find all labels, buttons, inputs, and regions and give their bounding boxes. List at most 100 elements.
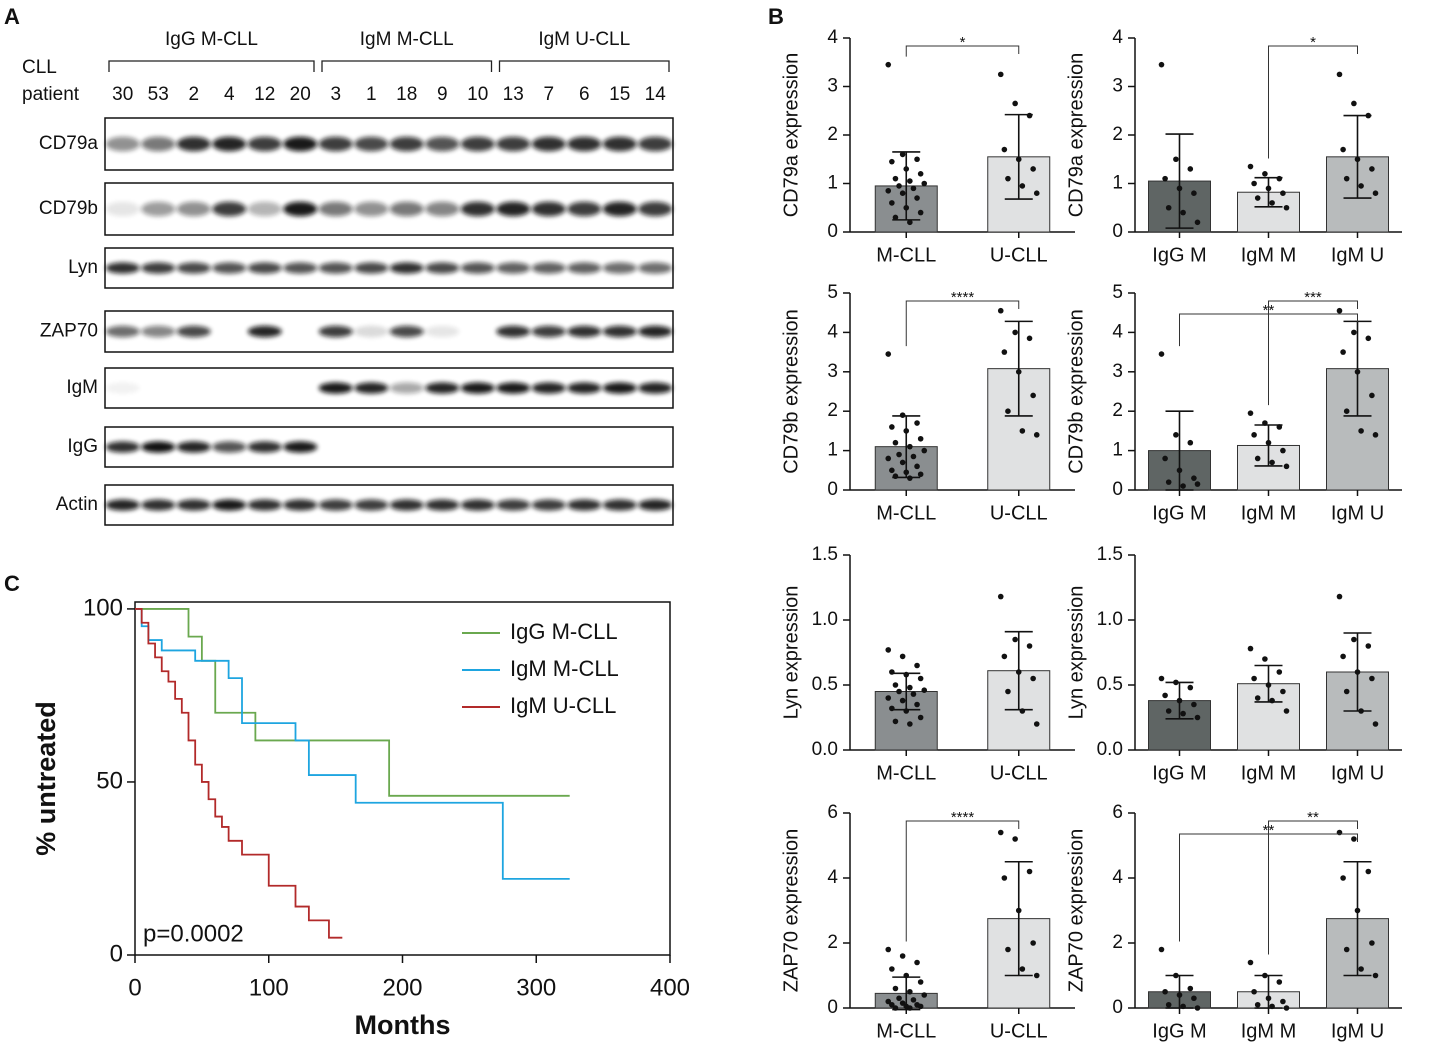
blot-band xyxy=(141,325,176,338)
y-tick-label: 4 xyxy=(1112,27,1123,48)
y-tick-label: 1 xyxy=(1112,173,1123,194)
blot-band xyxy=(460,262,495,274)
protein-label: Actin xyxy=(56,494,98,515)
data-point xyxy=(892,175,899,182)
y-tick-label: 1.0 xyxy=(1097,609,1123,630)
data-point xyxy=(899,190,906,196)
y-tick-label: 0 xyxy=(827,479,838,500)
y-axis-label: CD79a expression xyxy=(1065,53,1087,218)
data-point xyxy=(1015,669,1022,675)
data-point xyxy=(1176,185,1183,192)
blot-band xyxy=(212,136,247,152)
patient-id: 53 xyxy=(148,84,169,105)
blot-band xyxy=(141,262,176,274)
bar xyxy=(1237,683,1300,751)
x-tick-label: U-CLL xyxy=(990,762,1048,784)
data-point xyxy=(1187,166,1194,172)
error-bar xyxy=(1343,860,1372,977)
data-point xyxy=(1012,100,1018,107)
blot-band xyxy=(212,201,247,217)
y-tick-label: 5 xyxy=(827,282,838,303)
blot-band xyxy=(389,325,424,338)
data-point xyxy=(1180,710,1186,717)
data-point xyxy=(1251,180,1257,187)
blot-band xyxy=(283,441,318,453)
data-point xyxy=(1158,351,1165,357)
y-axis-label: Lyn expression xyxy=(780,586,802,720)
blot-band xyxy=(247,136,282,152)
y-tick-label: 4 xyxy=(1112,867,1123,888)
blot-band xyxy=(638,382,673,394)
data-point xyxy=(903,972,910,979)
blot-band xyxy=(460,136,495,152)
data-point xyxy=(1019,708,1026,714)
blot-band xyxy=(176,441,211,453)
patient-id: 10 xyxy=(467,84,488,105)
significance-label: * xyxy=(960,34,966,51)
data-point xyxy=(1001,146,1008,153)
data-point xyxy=(1019,428,1026,434)
y-axis-label: ZAP70 expression xyxy=(1065,829,1087,992)
blot-frame xyxy=(104,426,674,468)
data-point xyxy=(1247,645,1254,652)
patient-id: 9 xyxy=(437,84,448,105)
y-tick-label: 1.0 xyxy=(812,609,838,630)
x-tick-label: IgM U xyxy=(1331,1020,1384,1042)
data-point xyxy=(1336,71,1343,78)
blot-band xyxy=(602,499,637,511)
data-point xyxy=(889,705,895,712)
blot-band xyxy=(247,325,282,338)
significance-bracket xyxy=(1268,45,1358,159)
group-label: IgG M-CLL xyxy=(165,29,258,50)
data-point xyxy=(1254,195,1261,201)
y-axis-label: Lyn expression xyxy=(1065,586,1087,720)
blot-band xyxy=(105,441,140,453)
data-point xyxy=(1340,875,1346,881)
data-point xyxy=(1194,219,1201,226)
blot-band xyxy=(105,382,140,394)
data-point xyxy=(907,988,913,995)
protein-label: IgM xyxy=(66,377,98,398)
data-point xyxy=(1358,966,1364,972)
data-point xyxy=(1343,408,1350,415)
blot-band xyxy=(176,499,211,511)
patient-id: 14 xyxy=(645,84,667,105)
data-point xyxy=(896,688,902,695)
data-point xyxy=(885,946,892,953)
data-point xyxy=(1001,653,1008,660)
y-tick-label: 4 xyxy=(827,27,838,48)
data-point xyxy=(903,469,910,476)
data-point xyxy=(1180,209,1186,216)
y-tick-label: 3 xyxy=(827,361,838,382)
y-tick-label: 0.5 xyxy=(812,674,838,695)
legend-label: IgM U-CLL xyxy=(510,693,616,718)
data-point xyxy=(1180,483,1186,489)
data-point xyxy=(1158,61,1165,68)
blot-band xyxy=(531,201,566,217)
data-point xyxy=(1254,1001,1261,1008)
blot-band xyxy=(105,499,140,511)
y-axis-label: CD79a expression xyxy=(780,53,802,218)
data-point xyxy=(1012,636,1018,643)
y-tick-label: 1.5 xyxy=(1097,544,1123,565)
x-axis-label: Months xyxy=(355,1010,451,1040)
blot-band xyxy=(602,325,637,338)
data-point xyxy=(1176,467,1183,474)
data-point xyxy=(917,171,924,177)
blot-band xyxy=(638,499,673,511)
data-point xyxy=(1254,455,1261,462)
data-point xyxy=(914,959,920,966)
legend-label: IgM M-CLL xyxy=(510,656,619,681)
data-point xyxy=(914,701,920,708)
blot-band xyxy=(496,262,531,274)
y-tick-label: 2 xyxy=(1112,124,1123,145)
blot-band xyxy=(354,201,389,217)
blot-band xyxy=(105,136,140,152)
blot-band xyxy=(496,201,531,217)
data-point xyxy=(899,697,906,704)
data-point xyxy=(899,459,906,466)
data-point xyxy=(1276,424,1283,430)
blot-band xyxy=(425,382,460,394)
y-tick-label: 5 xyxy=(1112,282,1123,303)
